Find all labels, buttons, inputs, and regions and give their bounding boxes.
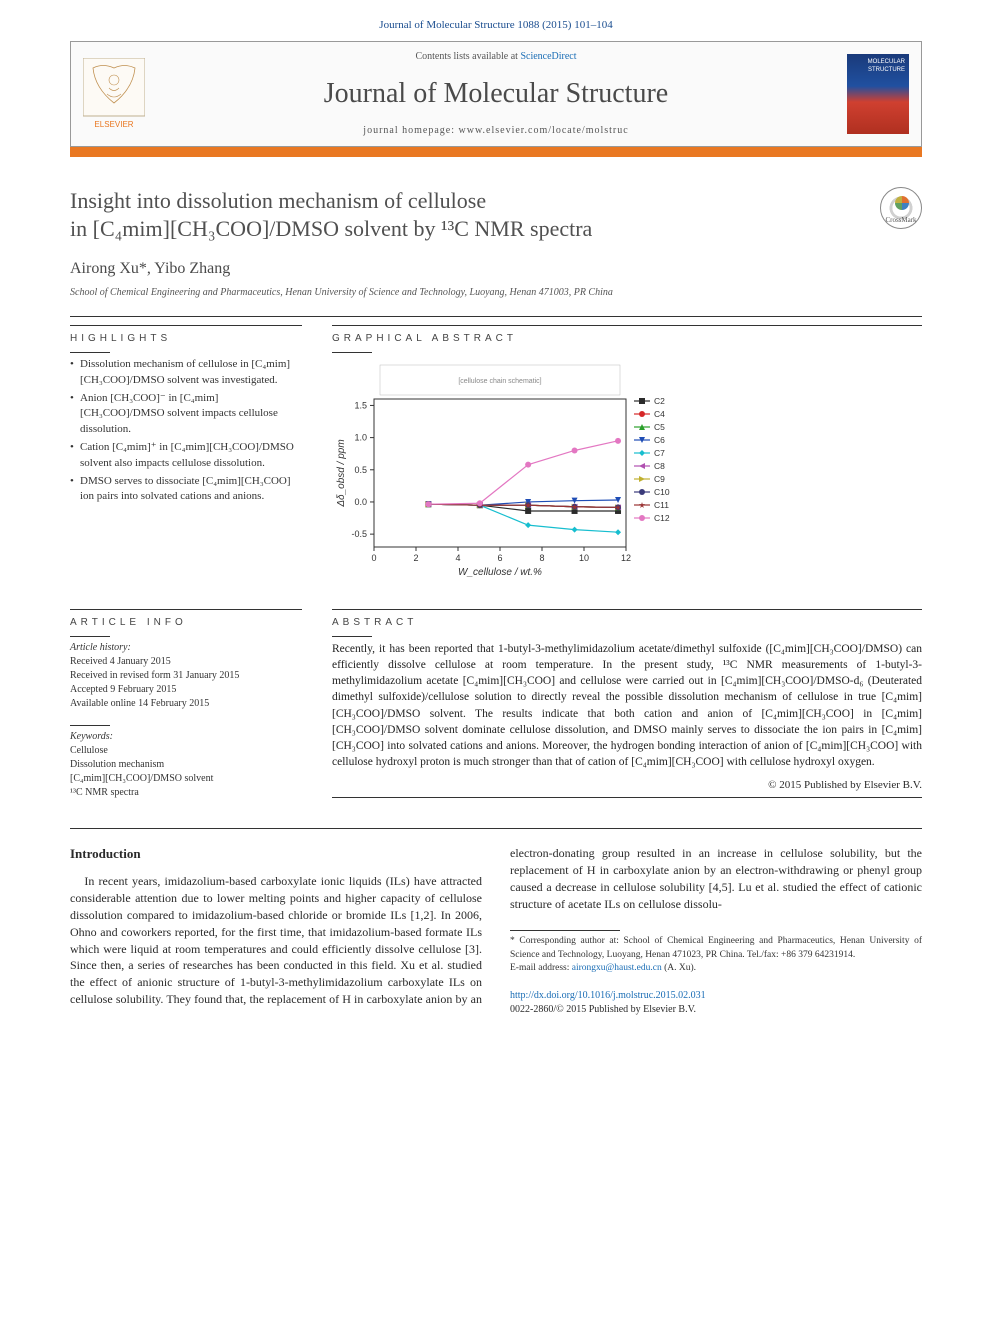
svg-text:Δδ_obsd / ppm: Δδ_obsd / ppm <box>336 440 347 508</box>
svg-text:2: 2 <box>413 553 418 563</box>
svg-text:C9: C9 <box>654 474 665 484</box>
journal-homepage-line: journal homepage: www.elsevier.com/locat… <box>71 124 921 138</box>
doi-block: http://dx.doi.org/10.1016/j.molstruc.201… <box>510 989 922 1017</box>
crossmark-badge[interactable]: CrossMark <box>880 187 922 229</box>
journal-title: Journal of Molecular Structure <box>71 74 921 113</box>
svg-text:ELSEVIER: ELSEVIER <box>94 120 133 129</box>
svg-text:C11: C11 <box>654 500 669 510</box>
svg-text:C6: C6 <box>654 435 665 445</box>
svg-text:1.0: 1.0 <box>354 433 367 443</box>
svg-text:C5: C5 <box>654 422 665 432</box>
header-citation: Journal of Molecular Structure 1088 (201… <box>0 0 992 41</box>
sciencedirect-link[interactable]: ScienceDirect <box>520 51 576 62</box>
svg-text:4: 4 <box>455 553 460 563</box>
svg-text:0.0: 0.0 <box>354 497 367 507</box>
svg-text:-0.5: -0.5 <box>351 529 367 539</box>
svg-text:12: 12 <box>621 553 631 563</box>
email-link[interactable]: airongxu@haust.edu.cn <box>572 963 662 973</box>
highlight-item: Anion [CH₃COO]⁻ in [C₄mim][CH₃COO]/DMSO … <box>70 391 302 437</box>
article-title: Insight into dissolution mechanism of ce… <box>70 187 922 244</box>
authors: Airong Xu*, Yibo Zhang <box>70 258 922 280</box>
svg-text:C4: C4 <box>654 409 665 419</box>
svg-text:0: 0 <box>371 553 376 563</box>
abstract-text: Recently, it has been reported that 1-bu… <box>332 641 922 770</box>
keywords: Keywords: Cellulose Dissolution mechanis… <box>70 730 302 800</box>
svg-text:C10: C10 <box>654 487 670 497</box>
graphical-abstract-chart: 0 2 4 6 8 10 12 -0.5 0.0 0.5 1.0 1.5 W_cellulose / w… <box>332 359 712 579</box>
svg-text:[cellulose chain schematic]: [cellulose chain schematic] <box>458 378 541 385</box>
contents-available-line: Contents lists available at ScienceDirec… <box>71 50 921 64</box>
svg-text:8: 8 <box>539 553 544 563</box>
svg-text:C2: C2 <box>654 396 665 406</box>
svg-text:0.5: 0.5 <box>354 465 367 475</box>
affiliation: School of Chemical Engineering and Pharm… <box>70 286 922 300</box>
highlight-item: DMSO serves to dissociate [C₄mim][CH₃COO… <box>70 474 302 505</box>
graphical-abstract-label: GRAPHICAL ABSTRACT <box>332 325 922 346</box>
introduction-heading: Introduction <box>70 845 482 863</box>
svg-text:C8: C8 <box>654 461 665 471</box>
svg-text:6: 6 <box>497 553 502 563</box>
abstract-copyright: © 2015 Published by Elsevier B.V. <box>332 778 922 793</box>
svg-text:1.5: 1.5 <box>354 401 367 411</box>
highlight-item: Dissolution mechanism of cellulose in [C… <box>70 357 302 388</box>
journal-cover-thumbnail: MOLECULAR STRUCTURE <box>847 54 909 134</box>
highlight-item: Cation [C₄mim]⁺ in [C₄mim][CH₃COO]/DMSO … <box>70 440 302 471</box>
corresponding-author-footnote: * Corresponding author at: School of Che… <box>510 935 922 975</box>
svg-text:C7: C7 <box>654 448 665 458</box>
journal-header-box: ELSEVIER MOLECULAR STRUCTURE Contents li… <box>70 41 922 146</box>
article-history: Article history: Received 4 January 2015… <box>70 641 302 711</box>
accent-bar <box>70 147 922 157</box>
doi-link[interactable]: http://dx.doi.org/10.1016/j.molstruc.201… <box>510 990 706 1001</box>
svg-text:W_cellulose / wt.%: W_cellulose / wt.% <box>458 567 542 578</box>
svg-text:10: 10 <box>579 553 589 563</box>
article-info-label: ARTICLE INFO <box>70 609 302 630</box>
highlights-label: HIGHLIGHTS <box>70 325 302 346</box>
highlights-list: Dissolution mechanism of cellulose in [C… <box>70 357 302 505</box>
svg-text:C12: C12 <box>654 513 670 523</box>
abstract-label: ABSTRACT <box>332 609 922 630</box>
cover-title: MOLECULAR STRUCTURE <box>868 59 905 73</box>
homepage-url[interactable]: www.elsevier.com/locate/molstruc <box>459 125 629 136</box>
elsevier-logo: ELSEVIER <box>83 58 145 130</box>
